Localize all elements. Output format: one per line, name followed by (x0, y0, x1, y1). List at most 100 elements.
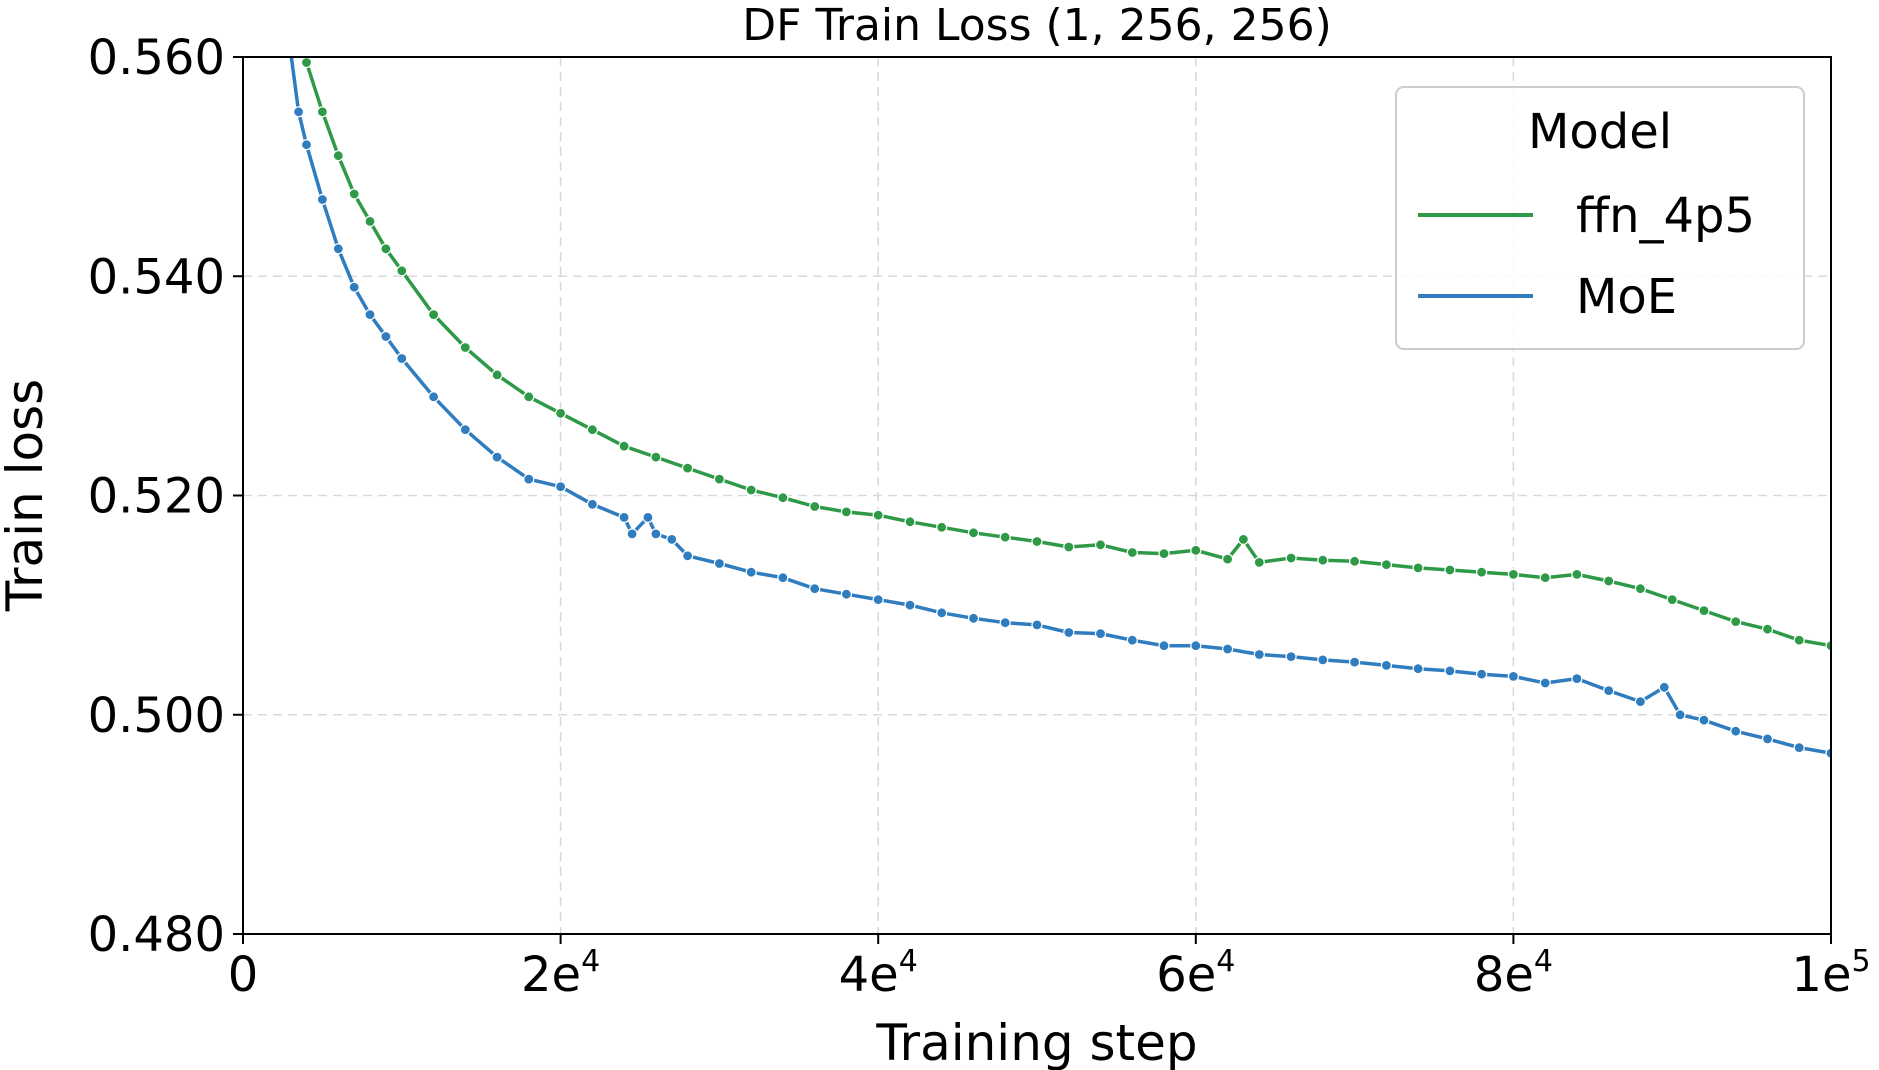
data-point-moe (936, 607, 948, 619)
x-tick-label: 2e4 (521, 944, 600, 1003)
data-point-moe (1031, 619, 1043, 631)
data-point-ffn-4p5 (554, 407, 567, 419)
data-point-moe (1317, 654, 1329, 666)
data-point-ffn-4p5 (1253, 556, 1265, 569)
data-point-moe (459, 424, 471, 436)
data-point-moe (904, 599, 916, 611)
data-point-moe (1698, 714, 1710, 726)
data-point-moe (1793, 741, 1805, 754)
data-point-moe (1126, 634, 1138, 646)
y-tick-label: 0.480 (88, 907, 225, 963)
data-point-moe (1380, 659, 1393, 672)
data-point-ffn-4p5 (745, 484, 757, 496)
data-point-moe (626, 528, 638, 540)
y-tick-label: 0.500 (88, 688, 225, 744)
data-point-ffn-4p5 (1507, 568, 1520, 581)
data-point-ffn-4p5 (1412, 562, 1424, 574)
data-point-moe (300, 139, 313, 151)
y-axis-label: Train loss (0, 379, 54, 612)
data-point-moe (1507, 670, 1520, 683)
data-point-moe (809, 583, 821, 595)
data-point-moe (364, 309, 376, 321)
data-point-ffn-4p5 (1444, 564, 1456, 576)
data-point-ffn-4p5 (618, 440, 630, 452)
data-point-moe (1571, 672, 1583, 685)
legend-box (1395, 86, 1805, 350)
data-point-moe (681, 550, 694, 562)
data-point-ffn-4p5 (491, 369, 503, 381)
series-moe (289, 57, 1831, 759)
data-point-moe (1658, 681, 1670, 693)
data-point-moe (1761, 733, 1774, 745)
data-point-ffn-4p5 (872, 509, 884, 521)
data-point-ffn-4p5 (1190, 544, 1202, 556)
data-point-moe (316, 193, 328, 206)
data-point-moe (650, 528, 662, 540)
data-point-moe (713, 557, 726, 570)
data-point-moe (840, 588, 853, 600)
data-point-moe (618, 511, 630, 524)
data-point-moe (428, 391, 440, 403)
data-point-ffn-4p5 (1285, 552, 1297, 564)
y-tick-label: 0.520 (88, 469, 225, 525)
series-line-moe (289, 57, 1831, 755)
data-point-moe (1475, 668, 1488, 680)
x-tick-label: 0 (228, 947, 259, 1003)
data-point-ffn-4p5 (316, 106, 328, 118)
legend-label-ffn-4p5: ffn_4p5 (1576, 188, 1755, 244)
data-point-moe (491, 451, 503, 463)
data-point-ffn-4p5 (586, 424, 599, 436)
data-point-moe (1094, 627, 1107, 640)
data-point-moe (642, 511, 654, 524)
x-tick-label: 1e5 (1791, 944, 1870, 1003)
data-point-moe (380, 330, 392, 343)
legend-label-moe: MoE (1576, 269, 1677, 325)
data-point-ffn-4p5 (380, 243, 392, 255)
data-point-ffn-4p5 (1571, 568, 1583, 581)
data-point-moe (1221, 643, 1234, 655)
x-tick-label: 4e4 (839, 944, 918, 1003)
chart-title: DF Train Loss (1, 256, 256) (742, 0, 1331, 51)
data-point-moe (999, 617, 1011, 629)
legend-title: Model (1528, 104, 1672, 160)
data-point-moe (523, 473, 535, 485)
data-point-ffn-4p5 (967, 527, 980, 539)
data-point-ffn-4p5 (1348, 555, 1361, 567)
data-point-ffn-4p5 (428, 309, 440, 321)
data-point-ffn-4p5 (523, 391, 535, 403)
y-tick-label: 0.540 (88, 249, 225, 305)
data-point-ffn-4p5 (1237, 533, 1250, 546)
data-point-ffn-4p5 (1094, 539, 1107, 551)
data-point-moe (1348, 656, 1361, 668)
legend: Model ffn_4p5 MoE (1395, 86, 1805, 350)
data-point-ffn-4p5 (1539, 572, 1551, 584)
data-point-ffn-4p5 (1730, 615, 1742, 628)
data-point-ffn-4p5 (650, 451, 662, 463)
data-point-ffn-4p5 (1158, 547, 1170, 560)
data-point-moe (1634, 695, 1647, 708)
data-point-moe (666, 533, 678, 546)
y-axis-ticks: 0.480 0.500 0.520 0.540 0.560 (88, 30, 243, 963)
data-point-moe (1825, 747, 1831, 759)
data-point-moe (745, 566, 757, 578)
data-point-ffn-4p5 (713, 473, 726, 485)
data-point-ffn-4p5 (1825, 640, 1831, 652)
x-axis-ticks: 0 2e4 4e4 6e4 8e4 1e5 (228, 934, 1871, 1003)
data-point-ffn-4p5 (348, 188, 360, 200)
data-point-moe (872, 593, 884, 606)
data-point-ffn-4p5 (332, 150, 344, 162)
data-point-ffn-4p5 (1031, 535, 1043, 548)
data-point-moe (1539, 677, 1551, 689)
data-point-ffn-4p5 (364, 215, 376, 227)
data-point-moe (1063, 626, 1075, 639)
y-tick-label: 0.560 (88, 30, 225, 86)
data-point-moe (289, 57, 292, 58)
x-tick-label: 6e4 (1156, 944, 1235, 1003)
data-point-ffn-4p5 (809, 500, 821, 513)
data-point-ffn-4p5 (1380, 558, 1393, 571)
data-point-moe (777, 572, 789, 584)
data-point-ffn-4p5 (681, 462, 694, 474)
data-point-moe (1730, 725, 1742, 737)
data-point-moe (332, 243, 344, 255)
